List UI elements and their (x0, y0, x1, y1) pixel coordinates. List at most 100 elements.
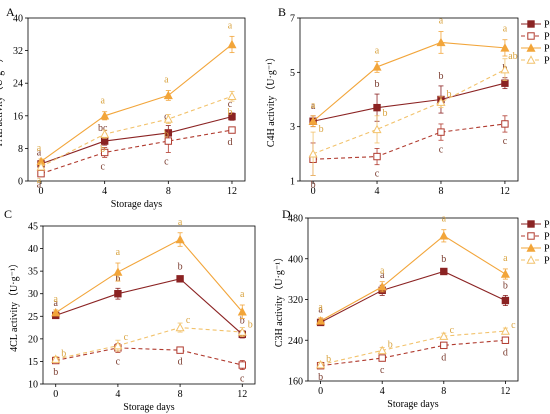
data-label: c (511, 320, 516, 331)
y-tick-label: 40 (13, 14, 23, 25)
data-label: b (61, 348, 66, 359)
data-point (227, 91, 237, 100)
data-label: b (446, 89, 451, 100)
x-tick-label: 0 (318, 386, 323, 397)
data-label: b (503, 280, 508, 291)
x-axis-title: Storage days (387, 399, 438, 410)
series-pulp-abt: b b c c (316, 320, 516, 369)
data-label: b (383, 108, 388, 119)
y-tick-label: 25 (28, 312, 38, 323)
series-pulp-ck: b c d c (52, 342, 246, 385)
y-tick-label: 20 (28, 334, 38, 345)
series-pulp-ck: a c c d (37, 126, 236, 191)
data-point (316, 316, 326, 325)
y-tick-label: 16 (13, 111, 23, 122)
data-point (500, 43, 510, 52)
data-label: a (164, 75, 169, 86)
y-tick-label: 7 (290, 14, 295, 25)
data-point (439, 331, 449, 340)
series-line (55, 238, 243, 314)
data-point (51, 307, 61, 317)
series-pulp-abt: b c c b (51, 315, 253, 363)
data-label: c (116, 356, 121, 367)
data-label: ab (508, 51, 517, 62)
data-point (500, 269, 510, 278)
legend-swatch-marker (526, 243, 536, 252)
data-label: c (240, 374, 245, 385)
data-point (316, 359, 326, 369)
legend-swatch-marker (526, 255, 536, 264)
data-label: d (227, 137, 232, 148)
data-label: c (439, 144, 444, 155)
data-point (163, 90, 173, 100)
data-label: a (375, 45, 380, 56)
data-point (175, 322, 185, 332)
data-label: b (248, 320, 253, 331)
legend-entry: Peel ABT (544, 244, 550, 255)
legend-swatch-marker (527, 20, 535, 28)
data-point (113, 340, 123, 350)
y-axis-title: 4CL activity（U·g⁻¹） (8, 258, 20, 352)
data-point (228, 126, 236, 134)
x-tick-label: 4 (375, 186, 380, 197)
data-label: b (318, 372, 323, 383)
data-label: d (441, 352, 446, 363)
y-tick-label: 40 (28, 244, 38, 255)
panel-letter: A (6, 5, 15, 19)
data-point (175, 234, 185, 244)
data-point (439, 231, 449, 240)
y-tick-label: 3 (290, 122, 295, 133)
legend-entry: Peel CK (544, 20, 550, 31)
series-pulp-abt: a b b b (36, 90, 237, 186)
data-label: b (178, 262, 183, 273)
data-point (436, 37, 446, 47)
data-point (500, 326, 510, 335)
data-point (377, 345, 387, 355)
data-point (372, 62, 382, 71)
series-line (40, 44, 233, 162)
data-point (501, 336, 510, 344)
panel-letter: B (278, 5, 286, 19)
legend-entry: Pulp ABT (544, 256, 550, 267)
series-pulp-ck: b c c c (309, 115, 509, 191)
legend-entry: Pulp CK (544, 32, 550, 43)
data-label: a (380, 270, 385, 281)
data-point (437, 128, 445, 136)
y-tick-label: 160 (288, 377, 303, 388)
data-point (100, 129, 110, 138)
data-label: a (37, 180, 42, 191)
y-tick-label: 400 (288, 254, 303, 265)
data-label: c (164, 112, 169, 123)
data-label: b (240, 316, 245, 327)
data-point (501, 296, 510, 305)
series-line (40, 129, 233, 175)
y-tick-label: 5 (290, 68, 295, 79)
data-label: c (100, 161, 105, 172)
y-tick-label: 45 (28, 222, 38, 233)
legend-swatch-marker (527, 220, 535, 228)
data-point (500, 64, 510, 74)
x-tick-label: 0 (53, 389, 58, 400)
legend-swatch-marker (527, 232, 535, 240)
data-point (238, 361, 246, 369)
series-line (320, 339, 506, 367)
chart-panel-c: C 10 15 20 25 30 35 40 45 0 4 8 12 Storage days 4CL ac… (4, 207, 256, 413)
data-label: a (53, 298, 58, 309)
data-label: a (37, 147, 42, 158)
y-tick-label: 10 (28, 380, 38, 391)
legend-entry: Peel ABT (544, 44, 550, 55)
y-tick-label: 0 (18, 177, 23, 188)
series-line (312, 41, 505, 122)
series-pulp-ck: b c d d (316, 336, 510, 383)
data-point (164, 137, 173, 145)
panel-letter: D (282, 207, 291, 221)
y-tick-label: 320 (288, 295, 303, 306)
x-tick-label: 12 (227, 186, 237, 197)
data-label: a (228, 20, 233, 31)
data-label: c (503, 136, 508, 147)
x-tick-label: 12 (500, 186, 510, 197)
data-label: c (375, 169, 380, 180)
data-point (372, 124, 382, 134)
